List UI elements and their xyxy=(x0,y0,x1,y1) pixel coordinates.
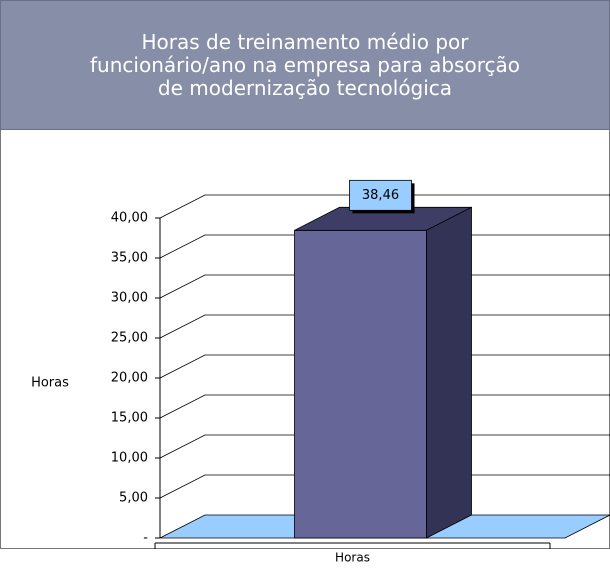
y-tick-label: 20,00 xyxy=(111,371,148,386)
grid-line xyxy=(159,354,610,379)
y-tick-label: - xyxy=(143,531,148,546)
y-tick-label: 25,00 xyxy=(111,331,148,346)
x-tick-label: Horas xyxy=(335,551,370,565)
y-tick-label: 10,00 xyxy=(111,451,148,466)
bar xyxy=(294,229,427,539)
label-box xyxy=(349,179,412,211)
grid-line xyxy=(159,394,610,419)
bar-side xyxy=(426,206,472,539)
title-band: Horas de treinamento médio por funcionár… xyxy=(0,0,610,130)
y-tick-label: 40,00 xyxy=(111,211,148,226)
grid-line xyxy=(159,314,610,339)
y-tick-label: 15,00 xyxy=(111,411,148,426)
grid-line xyxy=(159,194,610,219)
grid-line xyxy=(159,434,610,459)
y-tick-label: 35,00 xyxy=(111,251,148,266)
y-axis-label: Horas xyxy=(31,376,69,391)
y-tick-label: 30,00 xyxy=(111,291,148,306)
chart-title: Horas de treinamento médio por funcionár… xyxy=(90,29,520,100)
grid-line xyxy=(159,474,610,499)
grid-line xyxy=(159,234,610,259)
y-tick-label: 5,00 xyxy=(119,491,148,506)
data-label: 38,46 xyxy=(362,188,399,203)
grid-line xyxy=(159,274,610,299)
